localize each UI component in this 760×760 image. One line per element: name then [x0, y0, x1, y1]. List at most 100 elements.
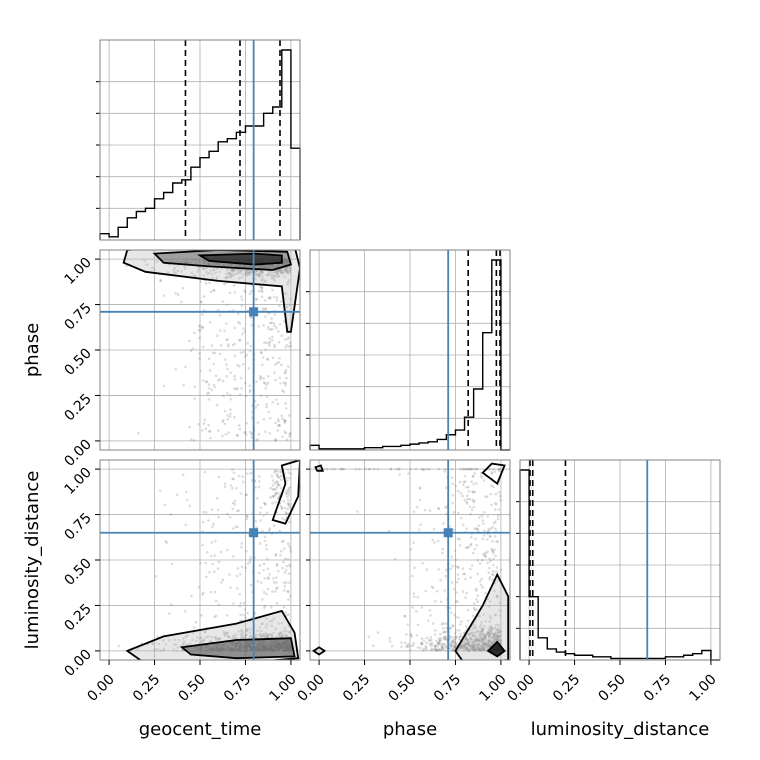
phase-distance-point-782	[497, 469, 501, 473]
phase-distance-point-376	[497, 514, 500, 518]
phase-distance-point-168	[468, 644, 472, 647]
geocent-phase-point-898	[264, 280, 268, 283]
phase-distance-point-531	[467, 490, 471, 493]
geocent-distance-point-195	[266, 635, 270, 639]
geocent-phase-point-68	[269, 321, 272, 325]
phase-distance-point-222	[456, 573, 460, 576]
geocent-phase-point-971	[223, 422, 227, 426]
geocent-distance-point-902	[278, 483, 281, 487]
phase-distance-point-135	[403, 641, 407, 645]
geocent-phase-point-674	[238, 338, 242, 342]
phase-distance-point-621	[492, 563, 495, 567]
geocent-phase-point-379	[286, 269, 290, 273]
geocent-phase-point-306	[267, 312, 270, 315]
geocent-phase-point-829	[284, 381, 287, 385]
geocent-distance-point-545	[231, 527, 235, 530]
hist-geocent_time-steps	[99, 49, 301, 240]
geocent-distance-point-74	[240, 565, 244, 569]
geocent-distance-point-625	[282, 560, 285, 564]
phase-distance-point-805	[409, 548, 413, 551]
geocent-distance-point-426	[281, 517, 285, 520]
geocent-phase-point-990	[225, 363, 228, 366]
phase-distance-point-775	[475, 527, 479, 530]
geocent-phase-point-994	[199, 300, 203, 304]
phase-distance-point-501	[482, 644, 485, 648]
geocent-phase-point-1003	[221, 420, 224, 423]
geocent-distance-point-817	[154, 574, 158, 578]
geocent-distance-point-639	[231, 501, 235, 505]
phase-distance-point-726	[413, 566, 416, 570]
geocent-phase-point-56	[216, 267, 219, 271]
phase-distance-point-881	[454, 631, 457, 635]
geocent-distance-point-122	[151, 641, 155, 645]
phase-distance-point-836	[440, 645, 444, 649]
phase-distance-point-280	[442, 642, 445, 646]
geocent-phase-point-184	[269, 328, 273, 331]
geocent-distance-point-389	[261, 634, 264, 638]
phase-distance-point-274	[444, 574, 448, 578]
geocent-distance-point-841	[266, 576, 270, 580]
phase-distance-point-291	[452, 648, 455, 652]
geocent-distance-point-33	[201, 591, 205, 595]
phase-distance-point-301	[491, 626, 494, 630]
geocent-phase-point-526	[233, 272, 237, 276]
geocent-phase-point-838	[211, 268, 215, 272]
geocent-phase-point-422	[184, 365, 187, 369]
geocent-phase-point-973	[286, 337, 289, 341]
geocent-distance-point-343	[184, 523, 188, 527]
phase-distance-point-338	[473, 547, 477, 551]
phase-distance-point-378	[499, 498, 503, 502]
geocent-phase-point-889	[274, 438, 277, 441]
geocent-distance-point-594	[274, 488, 277, 491]
phase-distance-point-69	[430, 638, 433, 642]
phase-distance-point-355	[425, 648, 428, 652]
phase-distance-point-493	[440, 642, 444, 646]
geocent-phase-point-732	[217, 429, 220, 432]
geocent-distance-point-638	[272, 580, 276, 584]
phase-distance-point-613	[485, 644, 489, 648]
phase-distance-point-167	[472, 634, 475, 637]
phase-distance-point-734	[449, 642, 452, 645]
geocent-distance-point-527	[262, 514, 265, 517]
phase-distance-point-903	[372, 467, 376, 471]
geocent-distance-point-917	[271, 484, 275, 487]
geocent-distance-point-920	[279, 505, 283, 508]
geocent-distance-point-411	[249, 556, 252, 559]
phase-distance-point-506	[405, 633, 408, 636]
phase-distance-point-848	[440, 644, 444, 648]
geocent-phase-point-158	[270, 273, 274, 277]
phase-distance-point-472	[455, 643, 458, 646]
geocent-distance-point-697	[223, 482, 227, 486]
geocent-phase-point-961	[275, 299, 279, 302]
phase-distance-point-865	[482, 647, 486, 650]
phase-distance-point-797	[428, 642, 431, 646]
phase-distance-point-919	[376, 467, 380, 471]
phase-distance-point-10	[451, 643, 454, 647]
phase-distance-point-544	[488, 630, 491, 634]
geocent-distance-point-729	[245, 633, 248, 637]
geocent-distance-point-99	[261, 632, 265, 636]
xtick-label-phase-4: 1.00	[476, 672, 509, 705]
geocent-phase-point-96	[193, 385, 197, 388]
geocent-distance-point-644	[232, 477, 235, 481]
geocent-phase-point-427	[212, 268, 216, 272]
geocent-phase-point-948	[228, 291, 232, 295]
phase-distance-point-691	[448, 525, 452, 528]
geocent-distance-point-611	[244, 566, 247, 570]
phase-distance-point-202	[460, 620, 463, 623]
geocent-distance-point-154	[178, 638, 181, 642]
geocent-phase-point-960	[282, 390, 286, 394]
phase-distance-point-66	[495, 635, 499, 639]
phase-distance-point-552	[453, 613, 457, 617]
geocent-distance-point-492	[281, 635, 285, 638]
phase-distance-point-491	[479, 648, 482, 652]
geocent-phase-point-832	[243, 289, 246, 292]
phase-distance-point-523	[410, 644, 413, 648]
phase-distance-point-72	[356, 510, 359, 513]
phase-distance-point-526	[482, 479, 486, 482]
phase-distance-point-466	[486, 632, 489, 635]
phase-distance-point-87	[473, 645, 476, 648]
phase-distance-point-719	[472, 646, 475, 650]
phase-distance-point-111	[450, 640, 453, 644]
